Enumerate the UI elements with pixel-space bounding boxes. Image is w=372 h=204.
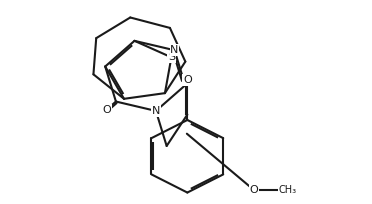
Text: O: O [102, 105, 111, 115]
Text: S: S [168, 52, 175, 62]
Text: O: O [249, 185, 258, 195]
Text: O: O [183, 75, 192, 85]
Text: N: N [170, 45, 179, 55]
Text: N: N [152, 106, 160, 116]
Text: CH₃: CH₃ [279, 185, 297, 195]
